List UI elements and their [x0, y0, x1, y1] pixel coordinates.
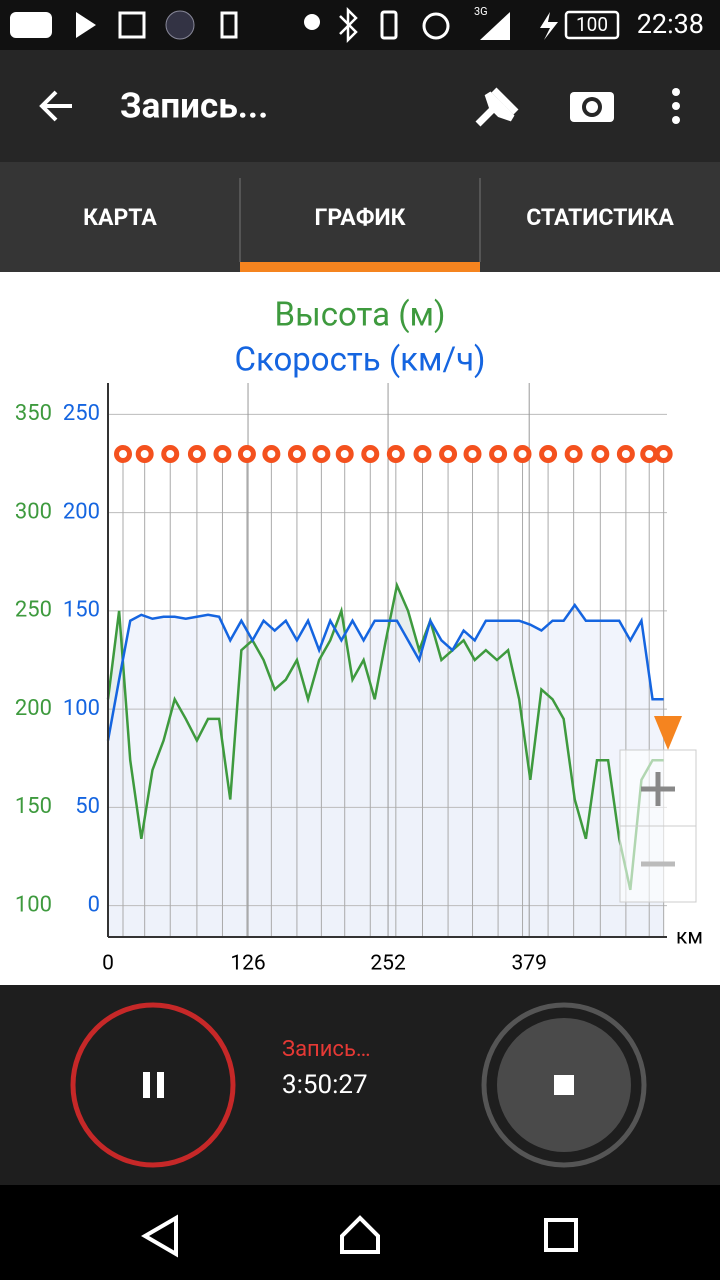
app-icon — [165, 10, 195, 40]
y-tick-label: 250 — [15, 598, 52, 623]
chart-subtitle: Скорость (км/ч) — [234, 341, 485, 380]
zoom-in[interactable] — [641, 772, 675, 806]
y-tick-label: 100 — [15, 892, 52, 917]
battery-label: 100 — [576, 13, 608, 36]
marker — [114, 445, 133, 463]
marker — [386, 445, 405, 463]
tab[interactable]: ГРАФИК — [315, 204, 406, 231]
marker — [640, 445, 659, 463]
marker — [187, 445, 206, 463]
marker — [463, 445, 482, 463]
y-tick-label: 200 — [15, 696, 52, 721]
series-line — [106, 581, 664, 891]
marker — [616, 445, 635, 463]
marker — [654, 445, 673, 463]
marker — [237, 445, 256, 463]
y2-tick-label: 50 — [75, 794, 100, 819]
marker — [287, 445, 306, 463]
marker — [489, 445, 508, 463]
marker — [439, 445, 458, 463]
play-icon — [76, 12, 96, 38]
recording-status: Запись… — [282, 1037, 371, 1062]
battery-icon — [564, 10, 620, 40]
x-tick-label: 252 — [370, 952, 406, 976]
tab-bar — [0, 162, 720, 272]
series-line — [106, 602, 664, 741]
marker — [262, 445, 281, 463]
y-tick-label: 300 — [15, 499, 52, 524]
bluetooth-icon — [339, 6, 358, 44]
vibrate-icon — [380, 10, 398, 40]
signal-icon — [480, 12, 510, 40]
y2-tick-label: 250 — [63, 401, 100, 426]
tab[interactable]: СТАТИСТИКА — [526, 204, 674, 231]
position-arrow — [654, 716, 682, 750]
marker — [312, 445, 331, 463]
y-tick-label: 350 — [15, 401, 52, 426]
marker — [564, 445, 583, 463]
nav-home[interactable] — [340, 1215, 380, 1254]
nav-recents[interactable] — [544, 1218, 578, 1252]
network-label: 3G — [474, 5, 488, 18]
marker — [513, 445, 532, 463]
clock: 22:38 — [637, 8, 704, 40]
y2-tick-label: 100 — [63, 696, 100, 721]
series-area — [108, 604, 664, 937]
status-bar — [0, 0, 720, 50]
marker — [413, 445, 432, 463]
alarm-icon — [422, 12, 450, 40]
stop-button[interactable] — [481, 1002, 647, 1168]
chart-title: Высота (м) — [275, 296, 446, 335]
x-tick-label: 379 — [511, 952, 546, 976]
marker — [335, 445, 354, 463]
x-tick-label: 126 — [230, 952, 265, 976]
tab-indicator — [240, 262, 480, 272]
image-icon — [118, 11, 146, 39]
app-title: Запись... — [120, 85, 268, 126]
nav-bar — [0, 1185, 720, 1280]
y2-tick-label: 200 — [63, 499, 100, 524]
nav-back[interactable] — [141, 1214, 178, 1258]
marker — [161, 445, 180, 463]
y2-tick-label: 0 — [88, 892, 100, 917]
marker — [591, 445, 610, 463]
charging-icon — [540, 12, 558, 40]
pause-button[interactable] — [70, 1002, 236, 1168]
x-tick-label: 0 — [102, 952, 114, 976]
x-axis-label: км — [676, 926, 703, 950]
y2-tick-label: 150 — [63, 598, 100, 623]
tab[interactable]: КАРТА — [83, 204, 157, 231]
marker — [213, 445, 232, 463]
pin-button[interactable] — [475, 87, 519, 127]
location-icon — [304, 14, 320, 30]
sim-icon — [220, 11, 238, 39]
recording-time: 3:50:27 — [282, 1070, 368, 1100]
marker — [135, 445, 154, 463]
notif-icon — [10, 12, 52, 38]
marker — [361, 445, 380, 463]
menu-button[interactable] — [672, 88, 680, 124]
y-tick-label: 150 — [15, 794, 52, 819]
marker — [539, 445, 558, 463]
back-button[interactable] — [39, 90, 72, 122]
